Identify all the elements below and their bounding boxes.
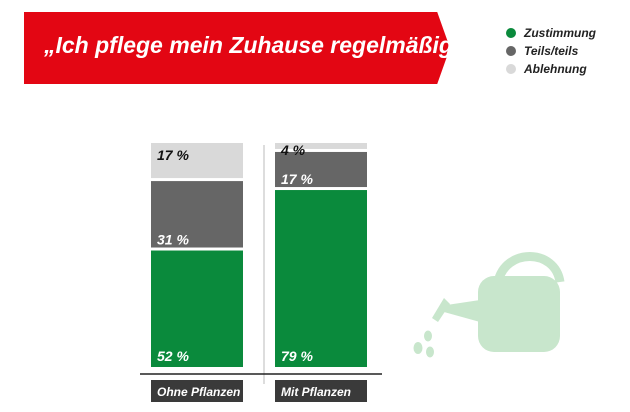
data-label-ablehnung-1: 4 % <box>280 142 306 158</box>
legend: Zustimmung Teils/teils Ablehnung <box>506 24 596 78</box>
legend-item-teils: Teils/teils <box>506 42 596 60</box>
bars-group: 52 % 31 % 17 % 79 % 17 % 4 % <box>151 142 367 367</box>
legend-item-zustimmung: Zustimmung <box>506 24 596 42</box>
legend-swatch-zustimmung <box>506 28 516 38</box>
data-label-ablehnung-0: 17 % <box>157 147 189 163</box>
data-label-zustimmung-0: 52 % <box>157 348 189 364</box>
legend-label-zustimmung: Zustimmung <box>524 26 596 40</box>
legend-swatch-teils <box>506 46 516 56</box>
category-label-box-0 <box>151 380 243 402</box>
data-label-teils-teils-1: 17 % <box>281 171 313 187</box>
category-label-box-1 <box>275 380 367 402</box>
bar-segment-teils-teils-1 <box>275 151 367 188</box>
data-label-teils-teils-0: 31 % <box>157 232 189 248</box>
legend-label-teils: Teils/teils <box>524 44 579 58</box>
bar-segment-ablehnung-1 <box>275 143 367 149</box>
data-label-zustimmung-1: 79 % <box>281 348 313 364</box>
bar-segment-zustimmung-0 <box>151 250 243 367</box>
chart-title: „Ich pflege mein Zuhause regelmäßig“ <box>44 32 465 58</box>
bar-segment-teils-teils-0 <box>151 181 243 248</box>
legend-swatch-ablehnung <box>506 64 516 74</box>
category-label-0: Ohne Pflanzen <box>157 385 240 399</box>
watering-can-icon <box>413 252 565 358</box>
category-labels: Ohne Pflanzen Mit Pflanzen <box>151 380 367 402</box>
bar-segment-zustimmung-1 <box>275 190 367 367</box>
legend-item-ablehnung: Ablehnung <box>506 60 596 78</box>
bar-segment-ablehnung-0 <box>151 143 243 179</box>
title-banner <box>24 12 450 84</box>
category-label-1: Mit Pflanzen <box>281 385 351 399</box>
legend-label-ablehnung: Ablehnung <box>524 62 587 76</box>
